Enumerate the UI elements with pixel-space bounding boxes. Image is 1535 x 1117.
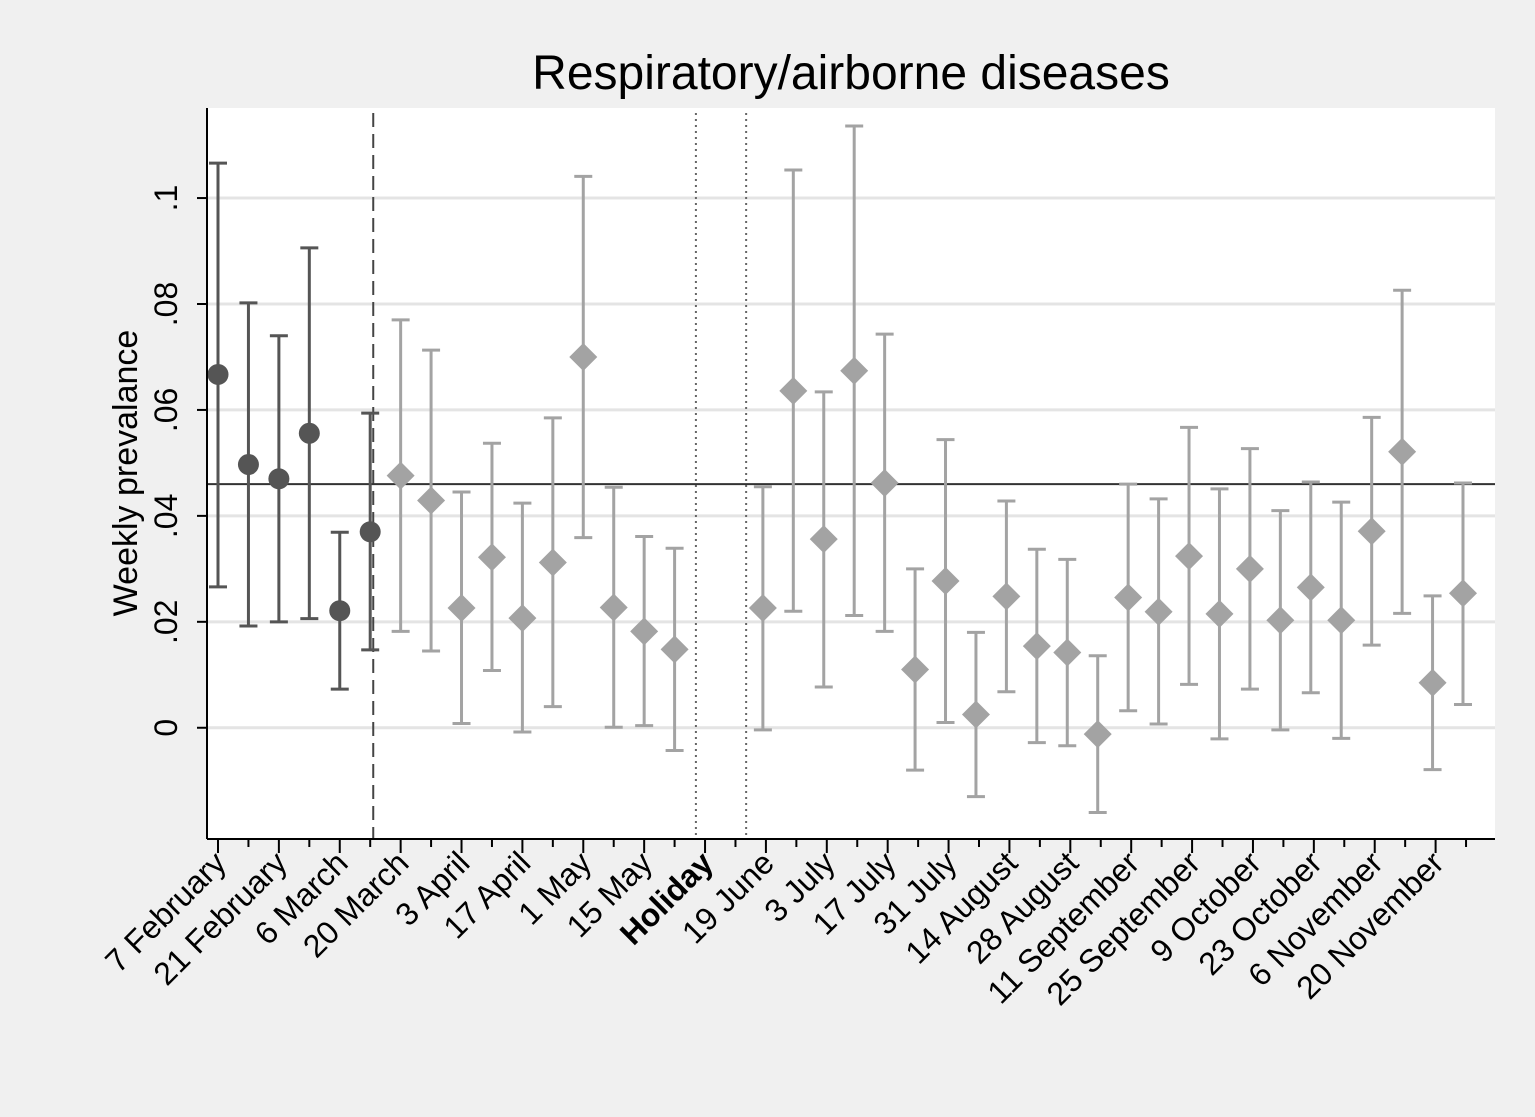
data-point-1-6 <box>569 342 598 371</box>
data-point-0-2 <box>268 468 290 490</box>
data-point-1-15 <box>901 655 930 684</box>
data-point-0-1 <box>237 453 259 475</box>
data-point-0-0 <box>207 363 229 385</box>
data-point-1-4 <box>508 604 537 633</box>
data-point-0-3 <box>298 422 320 444</box>
data-point-1-11 <box>779 376 808 405</box>
data-point-1-23 <box>1144 597 1173 626</box>
y-tick-label-0: 0 <box>148 719 184 737</box>
data-point-1-0 <box>386 461 415 490</box>
data-point-1-22 <box>1114 583 1143 612</box>
data-point-1-10 <box>748 594 777 623</box>
data-point-1-27 <box>1266 606 1295 635</box>
data-point-1-9 <box>660 635 689 664</box>
data-point-1-14 <box>870 469 899 498</box>
data-point-1-20 <box>1053 638 1082 667</box>
data-point-1-21 <box>1083 720 1112 749</box>
data-point-1-1 <box>417 486 446 515</box>
data-point-0-4 <box>329 600 351 622</box>
series-post-lockdown <box>386 124 1477 815</box>
data-point-1-25 <box>1205 599 1234 628</box>
data-point-1-24 <box>1175 542 1204 571</box>
data-point-1-26 <box>1235 554 1264 583</box>
data-point-1-31 <box>1388 437 1417 466</box>
data-point-1-7 <box>599 593 628 622</box>
y-axis-label: Weekly prevalance <box>107 330 145 617</box>
series <box>207 124 1477 815</box>
data-point-1-12 <box>809 525 838 554</box>
data-point-1-13 <box>840 356 869 385</box>
data-point-1-19 <box>1022 632 1051 661</box>
data-point-0-5 <box>359 521 381 543</box>
data-point-1-30 <box>1357 517 1386 546</box>
chart-title: Respiratory/airborne diseases <box>532 47 1170 100</box>
data-point-1-18 <box>992 582 1021 611</box>
data-point-1-16 <box>931 567 960 596</box>
vertical-reference-lines <box>372 113 748 839</box>
data-point-1-17 <box>961 700 990 729</box>
data-point-1-3 <box>477 543 506 572</box>
data-point-1-28 <box>1296 573 1325 602</box>
y-tick-label-3: .06 <box>148 388 184 432</box>
y-tick-label-1: .02 <box>148 600 184 644</box>
y-axis-ticks: 0 .02 .04 .06 .08 .1 <box>148 185 207 737</box>
data-point-1-32 <box>1418 668 1447 697</box>
y-tick-label-4: .08 <box>148 282 184 326</box>
y-tick-label-2: .04 <box>148 494 184 538</box>
data-point-1-33 <box>1448 579 1477 608</box>
data-point-1-2 <box>447 594 476 623</box>
y-tick-label-5: .1 <box>148 185 184 212</box>
series-pre-lockdown <box>207 161 381 691</box>
data-point-1-8 <box>630 617 659 646</box>
data-point-1-29 <box>1327 606 1356 635</box>
data-point-1-5 <box>538 548 567 577</box>
